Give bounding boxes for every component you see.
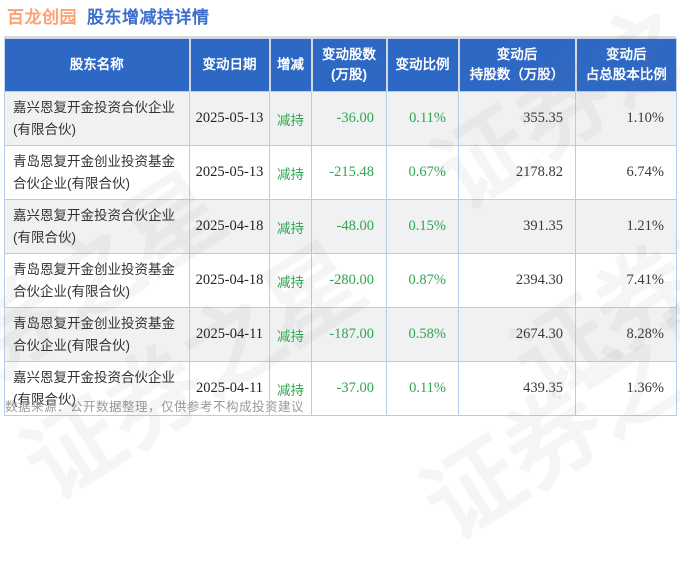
shareholder-name: 青岛恩复开金创业投资基金合伙企业(有限合伙) — [4, 307, 190, 362]
ratio-after: 6.74% — [575, 145, 677, 200]
ratio-after: 1.21% — [575, 199, 677, 254]
ratio-after: 1.36% — [575, 361, 677, 416]
change-ratio: 0.58% — [386, 307, 459, 362]
change-ratio: 0.87% — [386, 253, 459, 308]
change-date: 2025-04-18 — [189, 199, 270, 254]
shareholder-name: 青岛恩复开金创业投资基金合伙企业(有限合伙) — [4, 253, 190, 308]
action-label: 减持 — [269, 145, 312, 200]
col-header-change-ratio: 变动比例 — [385, 38, 459, 92]
change-shares: -48.00 — [311, 199, 387, 254]
table-row: 嘉兴恩复开金投资合伙企业(有限合伙) 2025-04-11 减持 -37.00 … — [4, 361, 677, 416]
change-ratio: 0.15% — [386, 199, 459, 254]
shares-after: 355.35 — [458, 91, 576, 146]
page-title-text: 股东增减持详情 — [87, 7, 210, 27]
table-row: 嘉兴恩复开金投资合伙企业(有限合伙) 2025-04-18 减持 -48.00 … — [4, 199, 677, 254]
table-header: 股东名称 变动日期 增减 变动股数 (万股) 变动比例 变动后 持股数（万股） 变动… — [4, 38, 677, 92]
col-header-change-date: 变动日期 — [188, 38, 270, 92]
change-date: 2025-04-11 — [189, 361, 270, 416]
action-label: 减持 — [269, 199, 312, 254]
ratio-after: 8.28% — [575, 307, 677, 362]
shareholder-name: 青岛恩复开金创业投资基金合伙企业(有限合伙) — [4, 145, 190, 200]
table-row: 青岛恩复开金创业投资基金合伙企业(有限合伙) 2025-04-18 减持 -28… — [4, 253, 677, 308]
change-shares: -280.00 — [311, 253, 387, 308]
shares-after: 439.35 — [458, 361, 576, 416]
shares-after: 391.35 — [458, 199, 576, 254]
table-row: 青岛恩复开金创业投资基金合伙企业(有限合伙) 2025-05-13 减持 -21… — [4, 145, 677, 200]
change-date: 2025-05-13 — [189, 91, 270, 146]
change-date: 2025-04-11 — [189, 307, 270, 362]
change-date: 2025-05-13 — [189, 145, 270, 200]
action-label: 减持 — [269, 307, 312, 362]
page-title: 百龙创园 股东增减持详情 — [7, 4, 210, 27]
change-shares: -36.00 — [311, 91, 387, 146]
col-header-shares-after: 变动后 持股数（万股） — [457, 38, 576, 92]
change-ratio: 0.67% — [386, 145, 459, 200]
shareholder-name: 嘉兴恩复开金投资合伙企业(有限合伙) — [4, 91, 190, 146]
shares-after: 2178.82 — [458, 145, 576, 200]
action-label: 减持 — [269, 91, 312, 146]
col-header-change-shares: 变动股数 (万股) — [310, 38, 387, 92]
table-row: 嘉兴恩复开金投资合伙企业(有限合伙) 2025-05-13 减持 -36.00 … — [4, 91, 677, 146]
data-source-disclaimer: 数据来源：公开数据整理，仅供参考不构成投资建议 — [5, 400, 305, 414]
col-header-shareholder-name: 股东名称 — [4, 38, 190, 92]
change-shares: -187.00 — [311, 307, 387, 362]
change-shares: -215.48 — [311, 145, 387, 200]
change-date: 2025-04-18 — [189, 253, 270, 308]
shareholder-change-table: 股东名称 变动日期 增减 变动股数 (万股) 变动比例 变动后 持股数（万股） 变动… — [4, 36, 677, 416]
col-header-action: 增减 — [268, 38, 312, 92]
col-header-ratio-after: 变动后 占总股本比例 — [574, 38, 677, 92]
shares-after: 2394.30 — [458, 253, 576, 308]
action-label: 减持 — [269, 253, 312, 308]
change-shares: -37.00 — [311, 361, 387, 416]
change-ratio: 0.11% — [386, 361, 459, 416]
shareholder-name: 嘉兴恩复开金投资合伙企业(有限合伙) — [4, 361, 190, 416]
shares-after: 2674.30 — [458, 307, 576, 362]
stock-name: 百龙创园 — [7, 7, 77, 27]
table-row: 青岛恩复开金创业投资基金合伙企业(有限合伙) 2025-04-11 减持 -18… — [4, 307, 677, 362]
shareholder-name: 嘉兴恩复开金投资合伙企业(有限合伙) — [4, 199, 190, 254]
action-label: 减持 — [269, 361, 312, 416]
ratio-after: 1.10% — [575, 91, 677, 146]
ratio-after: 7.41% — [575, 253, 677, 308]
change-ratio: 0.11% — [386, 91, 459, 146]
